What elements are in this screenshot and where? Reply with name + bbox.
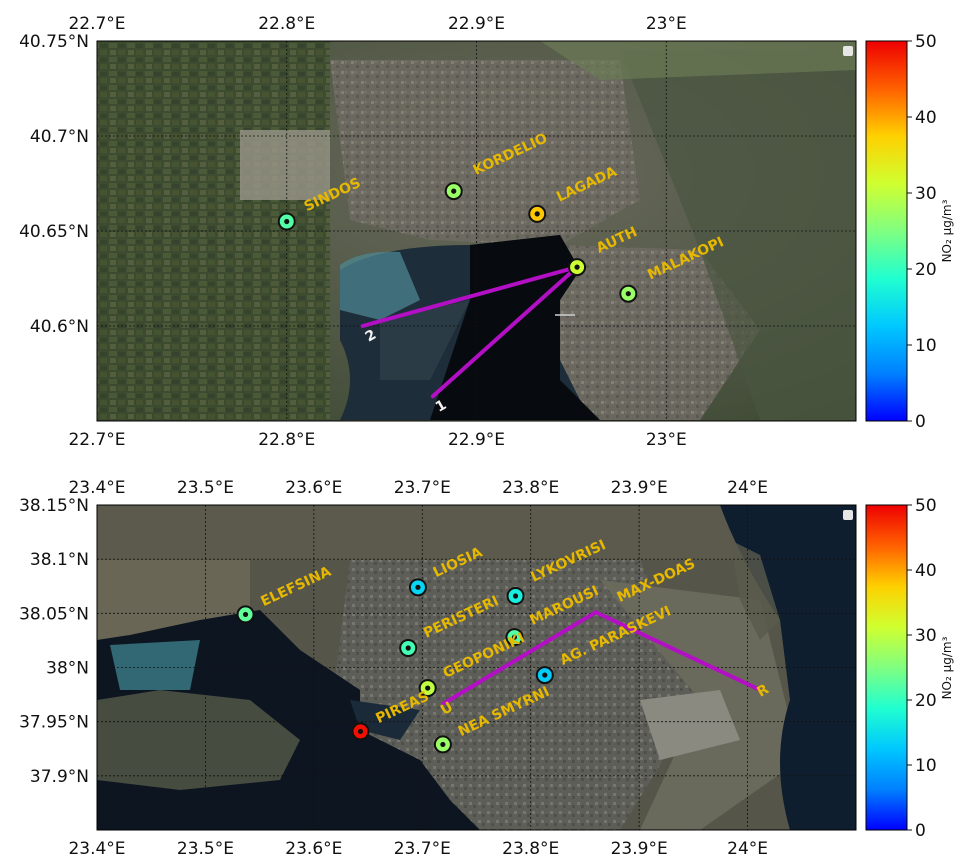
attribution-icon [843,510,853,520]
athens-graticule [97,505,856,830]
colorbar-tick-label: 0 [915,821,926,841]
station-marker-center [242,611,249,618]
athens-axis-ticks: 23.4°E 23.4°E 23.5°E 23.5°E 23.6°E 23.6°E 23.7… [19,478,768,856]
colorbar-tick-label: 50 [915,496,937,516]
colorbar-gradient [865,504,908,831]
longitude-tick-label-bottom: 23.9°E [611,839,668,856]
longitude-tick-label-top: 23.7°E [394,478,451,498]
colorbar-bottom: 0 10 20 30 40 50 NO₂ µg/m³ [865,496,954,841]
colorbar-tick-label: 30 [915,184,937,204]
station-marker-center [574,264,580,270]
latitude-tick-label: 37.95°N [19,713,89,733]
longitude-tick-label-bottom: 23.5°E [177,839,234,856]
longitude-tick-label-top: 23.8°E [502,478,559,498]
longitude-tick-label-top: 22.9°E [448,14,505,34]
station-marker-center [542,672,548,678]
latitude-tick-label: 38.15°N [19,496,89,516]
colorbar-tick-label: 40 [915,108,937,128]
longitude-tick-label-bottom: 22.9°E [448,430,505,450]
transect-line [430,265,580,399]
station-marker-center [534,211,540,217]
station-marker-center [415,584,421,590]
station-marker-center [357,728,364,735]
colorbar-tick-label: 40 [915,561,937,581]
longitude-tick-label-top: 22.7°E [68,14,125,34]
athens-map-frame [96,504,857,831]
latitude-tick-label: 40.6°N [30,317,89,337]
transect-line [360,265,580,328]
colorbar-tick-label: 0 [915,412,926,432]
colorbar-tick-label: 20 [915,260,937,280]
longitude-tick-label-bottom: 22.8°E [258,430,315,450]
colorbar-label: NO₂ µg/m³ [940,636,954,699]
thessaloniki-axis-ticks: 22.7°E 22.7°E 22.8°E 22.8°E 22.9°E 22.9°E 23°E… [19,14,687,450]
longitude-tick-label-bottom: 22.7°E [68,430,125,450]
longitude-tick-label-top: 23.5°E [177,478,234,498]
station-marker-center [625,291,631,297]
station-marker-center [512,593,519,599]
longitude-tick-label-bottom: 23°E [646,430,687,450]
colorbar-tick-label: 30 [915,626,937,646]
colorbar-ticks: 0 10 20 30 40 50 [907,32,937,432]
longitude-tick-label-bottom: 23.8°E [502,839,559,856]
latitude-tick-label: 40.65°N [19,222,89,242]
station-marker-center [425,685,431,691]
latitude-tick-label: 37.9°N [30,767,89,787]
station-marker-center [440,741,446,748]
transect-line [593,610,761,692]
station-marker-center [451,188,457,194]
colorbar-gradient [865,40,908,422]
longitude-tick-label-top: 22.8°E [258,14,315,34]
longitude-tick-label-bottom: 23.4°E [68,839,125,856]
longitude-tick-label-top: 24°E [727,478,768,498]
transect-line [441,610,598,706]
colorbar-top: 0 10 20 30 40 50 NO₂ µg/m³ [865,32,954,432]
latitude-tick-label: 38.1°N [30,550,89,570]
station-marker-center [511,634,518,640]
latitude-tick-label: 40.7°N [30,127,89,147]
station-marker-center [405,645,411,651]
longitude-tick-label-bottom: 23.7°E [394,839,451,856]
latitude-tick-label: 40.75°N [19,32,89,52]
longitude-tick-label-bottom: 24°E [727,839,768,856]
latitude-tick-label: 38.05°N [19,604,89,624]
colorbar-label: NO₂ µg/m³ [940,199,954,262]
longitude-tick-label-top: 23.4°E [68,478,125,498]
station-marker-center [284,218,290,225]
colorbar-tick-label: 50 [915,32,937,52]
colorbar-tick-label: 20 [915,691,937,711]
colorbar-tick-label: 10 [915,756,937,776]
latitude-tick-label: 38°N [46,659,89,679]
colorbar-tick-label: 10 [915,336,937,356]
longitude-tick-label-bottom: 23.6°E [285,839,342,856]
longitude-tick-label-top: 23.9°E [611,478,668,498]
longitude-tick-label-top: 23°E [646,14,687,34]
longitude-tick-label-top: 23.6°E [285,478,342,498]
attribution-icon [843,46,853,56]
thessaloniki-map-frame [96,40,857,422]
colorbar-ticks: 0 10 20 30 40 50 [907,496,937,841]
